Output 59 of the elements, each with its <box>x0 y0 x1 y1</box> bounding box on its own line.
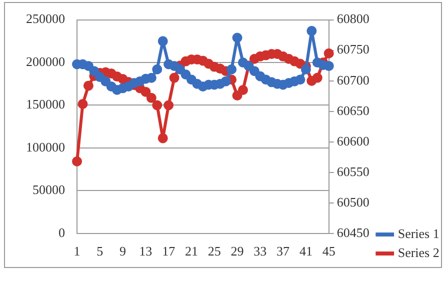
point <box>324 48 334 58</box>
x-tick-label: 5 <box>96 244 104 259</box>
point <box>300 64 311 74</box>
y-tick-label: 0 <box>58 224 65 240</box>
point <box>83 60 94 71</box>
y2-tick-label: 60450 <box>336 224 370 240</box>
y2-tick-label: 60750 <box>336 42 370 57</box>
point <box>169 72 180 83</box>
y-tick-label: 100000 <box>26 139 65 154</box>
point <box>158 133 168 144</box>
x-tick-label: 21 <box>184 244 198 259</box>
point <box>175 64 186 74</box>
x-tick-label: 25 <box>208 244 221 259</box>
point <box>180 69 191 80</box>
point <box>226 64 237 74</box>
point <box>146 92 156 103</box>
y-tick-label: 150000 <box>26 96 65 112</box>
point <box>238 84 248 95</box>
point <box>220 76 231 86</box>
point <box>186 74 196 85</box>
x-tick-label: 13 <box>139 244 152 259</box>
y2-tick-label: 60550 <box>336 164 370 179</box>
point <box>158 36 168 46</box>
x-tick-label: 9 <box>120 244 126 259</box>
x-tick-label: 37 <box>276 244 290 259</box>
point <box>152 100 162 110</box>
x-tick-label: 17 <box>162 244 176 259</box>
point <box>232 90 242 100</box>
point <box>94 72 105 82</box>
y2-tick-label: 60500 <box>336 194 370 210</box>
point <box>78 99 88 110</box>
point <box>164 100 174 110</box>
y-tick-label: 250000 <box>26 11 65 26</box>
point <box>324 60 334 71</box>
x-tick-label: 33 <box>254 244 267 259</box>
point <box>249 66 260 76</box>
x-tick-label: 29 <box>230 244 244 259</box>
legend-label: Series 2 <box>398 244 440 260</box>
y-tick-label: 50000 <box>32 182 65 198</box>
x-tick-label: 41 <box>299 244 312 259</box>
point <box>72 156 82 166</box>
legend-label: Series 1 <box>398 226 440 241</box>
point <box>140 86 151 97</box>
y-tick-label: 200000 <box>26 54 65 69</box>
x-tick-label: 45 <box>322 244 336 259</box>
point <box>232 32 242 43</box>
y2-tick-label: 60600 <box>336 133 370 148</box>
x-tick-label: 1 <box>74 244 80 259</box>
point <box>146 72 156 83</box>
point <box>306 26 317 36</box>
y2-tick-label: 60800 <box>336 11 370 26</box>
point <box>312 72 322 83</box>
point <box>295 74 306 85</box>
point <box>152 64 162 74</box>
point <box>100 76 111 86</box>
point <box>83 80 94 91</box>
y2-tick-label: 60700 <box>336 72 370 88</box>
y2-tick-label: 60650 <box>336 102 370 118</box>
point <box>89 66 100 76</box>
